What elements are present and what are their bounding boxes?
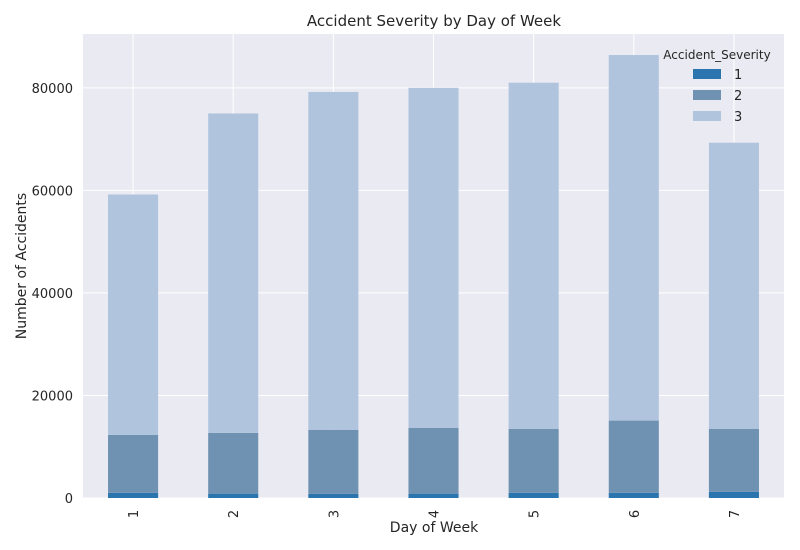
legend-swatch-1 (693, 69, 721, 79)
legend-swatch-2 (693, 90, 721, 100)
x-tick-label: 3 (327, 510, 342, 518)
legend: Accident_Severity 1 2 3 (663, 48, 770, 125)
bar-day-6-severity-2 (608, 420, 659, 493)
y-axis-label: Number of Accidents (14, 193, 30, 339)
x-axis-label: Day of Week (390, 520, 479, 536)
y-tick-label: 80000 (32, 82, 73, 97)
legend-label-1: 1 (734, 68, 742, 83)
x-tick-label: 5 (528, 510, 543, 518)
legend-label-2: 2 (734, 89, 742, 104)
bars-group (108, 55, 759, 498)
bar-day-5-severity-2 (508, 428, 559, 493)
y-tick-label: 0 (65, 492, 73, 507)
bar-day-2-severity-3 (208, 113, 259, 433)
bar-day-5-severity-3 (508, 82, 559, 429)
bar-day-6-severity-3 (608, 55, 659, 421)
bar-day-3-severity-3 (308, 91, 359, 430)
y-tick-label: 20000 (32, 389, 73, 404)
x-tick-label: 7 (728, 510, 743, 518)
bar-day-1-severity-2 (108, 434, 159, 493)
y-tick-label: 40000 (32, 287, 73, 302)
legend-title: Accident_Severity (663, 48, 770, 62)
bar-day-7-severity-2 (708, 428, 759, 492)
y-axis-ticks: 0 20000 40000 60000 80000 (32, 82, 73, 507)
x-tick-label: 4 (428, 510, 443, 518)
y-tick-label: 60000 (32, 184, 73, 199)
bar-day-2-severity-2 (208, 432, 259, 494)
x-tick-label: 2 (227, 510, 242, 518)
chart-title: Accident Severity by Day of Week (307, 12, 561, 30)
x-tick-label: 1 (127, 510, 142, 518)
bar-day-1-severity-1 (108, 492, 159, 498)
bar-day-1-severity-3 (108, 194, 159, 435)
bar-day-3-severity-1 (308, 493, 359, 498)
bar-day-3-severity-2 (308, 429, 359, 494)
bar-day-6-severity-1 (608, 492, 659, 498)
bar-day-4-severity-3 (408, 87, 459, 428)
bar-day-4-severity-2 (408, 427, 459, 494)
bar-day-7-severity-3 (708, 142, 759, 429)
legend-label-3: 3 (734, 110, 742, 125)
x-axis-ticks: 1 2 3 4 5 6 7 (127, 510, 743, 518)
bar-day-5-severity-1 (508, 492, 559, 498)
bar-day-7-severity-1 (708, 491, 759, 498)
legend-swatch-3 (693, 111, 721, 121)
bar-day-2-severity-1 (208, 493, 259, 498)
x-tick-label: 6 (628, 510, 643, 518)
bar-day-4-severity-1 (408, 493, 459, 498)
